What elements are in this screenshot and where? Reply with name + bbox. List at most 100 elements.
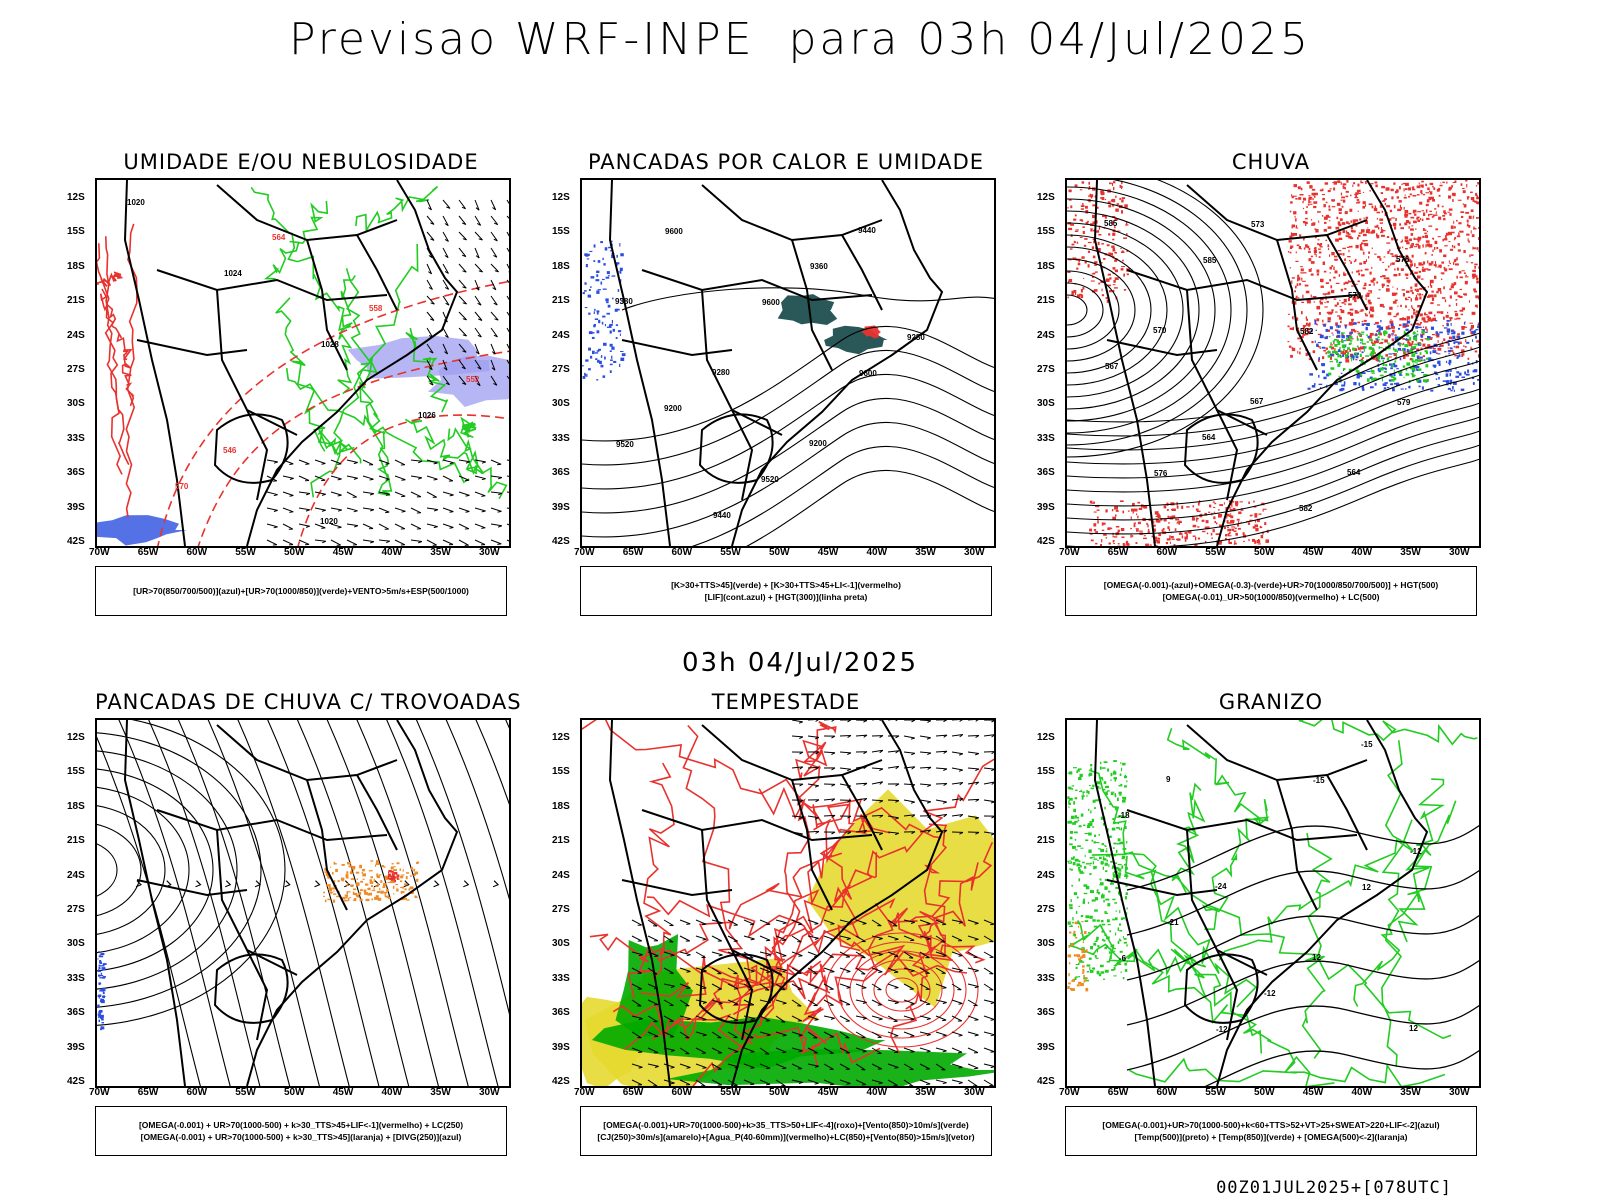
lat-tick-label: 18S xyxy=(67,800,85,812)
lat-tick-label: 39S xyxy=(67,1041,85,1053)
contour-label: 9280 xyxy=(907,333,925,342)
panel-title: PANCADAS POR CALOR E UMIDADE xyxy=(587,150,985,174)
map-canvas: 1020 1024 1028 1026 570 564 558 552 546 1020 xyxy=(97,180,509,546)
humidity-lower-contour xyxy=(447,427,508,500)
height-300-contour xyxy=(621,287,994,311)
lat-tick-label: 15S xyxy=(67,766,85,778)
lon-tick-label: 45W xyxy=(332,547,354,558)
contour-label: 570 xyxy=(175,482,189,491)
lat-tick-label: 30S xyxy=(552,398,570,410)
legend-line: [OMEGA(-0.001)+UR>70(1000-500)+k>35_TTS>… xyxy=(603,1120,969,1130)
lon-tick-label: 55W xyxy=(1205,1087,1226,1098)
humidity-lower-contour xyxy=(285,367,470,484)
lon-tick-label: 40W xyxy=(866,547,888,558)
lon-tick-label: 65W xyxy=(1107,547,1129,558)
contour-label: 12 xyxy=(1312,953,1321,962)
wind-850-area xyxy=(615,934,694,1037)
lat-tick-label: 18S xyxy=(1037,800,1055,812)
streamline-850 xyxy=(812,809,861,952)
panel-chuva: CHUVA 12S 15S 18S 21S 24S 27S 30S 33S 36S 39S 42S 70… xyxy=(1025,150,1487,618)
contour-label: 1028 xyxy=(321,340,339,349)
contour-label: 9200 xyxy=(664,404,682,413)
map-canvas xyxy=(582,720,994,1086)
contour-label: -24 xyxy=(1215,882,1227,891)
height-300-contour xyxy=(582,325,994,442)
lon-tick-label: 65W xyxy=(1107,1087,1129,1098)
legend-line: [LIF](cont.azul) + [HGT(300)](linha pret… xyxy=(704,592,868,602)
height-300-contour xyxy=(746,469,994,546)
panel-title: UMIDADE E/OU NEBULOSIDADE xyxy=(123,150,479,174)
lon-tick-label: 65W xyxy=(622,1087,644,1098)
map-granizo: 12 -6 -12 -15 -12 -21 -12 -15 -18 -24 12 12 9 xyxy=(1065,718,1481,1088)
contour-label: 567 xyxy=(1105,362,1119,371)
streamline-850 xyxy=(652,927,814,1042)
temp-500-contour xyxy=(1204,1049,1479,1086)
contour-label: 9280 xyxy=(712,368,730,377)
contour-label: 1020 xyxy=(320,517,338,526)
lon-tick-label: 60W xyxy=(186,1087,208,1098)
height-500-contour xyxy=(1067,444,1479,535)
legend-line: [CJ(250)>30m/s](amarelo)+[Agua_P(40-60mm… xyxy=(597,1132,975,1142)
humidity-lower-contour xyxy=(345,268,391,497)
humidity-lower-contour xyxy=(356,361,393,495)
contour-label: 12 xyxy=(1362,883,1371,892)
humidity-upper-area xyxy=(427,355,509,407)
lat-tick-label: 27S xyxy=(552,364,570,375)
lat-tick-label: 30S xyxy=(1037,938,1055,950)
map-chuva: 585 582 579 576 573 570 567 564 582 576 570 567 564 5… xyxy=(1065,178,1481,548)
contour-label: 567 xyxy=(1250,397,1264,406)
thickness-contour xyxy=(97,271,124,287)
contour-label: 576 xyxy=(1154,469,1168,478)
contour-label: 564 xyxy=(1347,468,1361,477)
contour-label: 9600 xyxy=(859,369,877,378)
lat-tick-label: 12S xyxy=(67,732,85,743)
contour-label: 552 xyxy=(466,375,480,384)
main-title: Previsao WRF-INPE para 03h 04/Jul/2025 xyxy=(289,14,1311,65)
lon-tick-label: 50W xyxy=(1254,547,1275,558)
lat-tick-label: 39S xyxy=(67,501,85,513)
lat-tick-label: 33S xyxy=(552,432,570,444)
lon-tick-label: 60W xyxy=(186,547,208,558)
lat-tick-label: 27S xyxy=(67,904,85,915)
country-borders xyxy=(123,180,459,546)
lat-tick-label: 42S xyxy=(552,536,570,547)
contour-label: -12 xyxy=(1216,1025,1228,1034)
lon-tick-label: 50W xyxy=(769,1087,790,1098)
lon-tick-label: 35W xyxy=(915,547,936,558)
contour-label: 9360 xyxy=(810,262,828,271)
humidity-lower-contour xyxy=(275,297,326,452)
lat-tick-label: 21S xyxy=(67,835,85,847)
lat-tick-label: 42S xyxy=(552,1076,570,1087)
lat-tick-label: 42S xyxy=(1037,1076,1055,1087)
contour-label: 9380 xyxy=(615,297,633,306)
lat-tick-label: 24S xyxy=(67,329,85,341)
thickness-contour xyxy=(99,288,133,361)
lon-tick-label: 65W xyxy=(137,547,159,558)
streamline-850 xyxy=(795,720,837,781)
panel-trovoadas: PANCADAS DE CHUVA C/ TROVOADAS 12S 15S 18S 2… xyxy=(55,690,521,1158)
streamline-850 xyxy=(627,852,843,999)
lat-tick-label: 27S xyxy=(1037,904,1055,915)
divergence-area xyxy=(97,951,107,1031)
lon-tick-label: 40W xyxy=(381,1087,403,1098)
temp-850-contour xyxy=(1353,800,1457,1007)
temp-850-contour xyxy=(1091,851,1452,1040)
map-tempestade xyxy=(580,718,996,1088)
temp-850-contour xyxy=(1301,832,1333,1059)
contour-label: 582 xyxy=(1300,327,1314,336)
lat-tick-label: 42S xyxy=(67,536,85,547)
temp-500-contour xyxy=(1126,869,1479,936)
contour-label: 582 xyxy=(1299,504,1313,513)
lon-tick-label: 40W xyxy=(866,1087,888,1098)
lat-tick-label: 33S xyxy=(552,972,570,984)
temp-850-contour xyxy=(1397,778,1446,943)
lon-tick-label: 45W xyxy=(817,1087,839,1098)
lon-tick-label: 70W xyxy=(89,1087,110,1098)
lat-tick-label: 18S xyxy=(1037,260,1055,272)
legend-line: [K>30+TTS>45](verde) + [K>30+TTS>45+LI<-… xyxy=(671,580,901,590)
contour-label: -15 xyxy=(1313,776,1325,785)
lat-tick-label: 24S xyxy=(552,329,570,341)
contour-label: 1026 xyxy=(418,411,436,420)
temp-850-contour xyxy=(1129,1057,1446,1086)
legend-line: [OMEGA(-0.001) + UR>70(1000-500) + k>30_… xyxy=(140,1132,462,1142)
